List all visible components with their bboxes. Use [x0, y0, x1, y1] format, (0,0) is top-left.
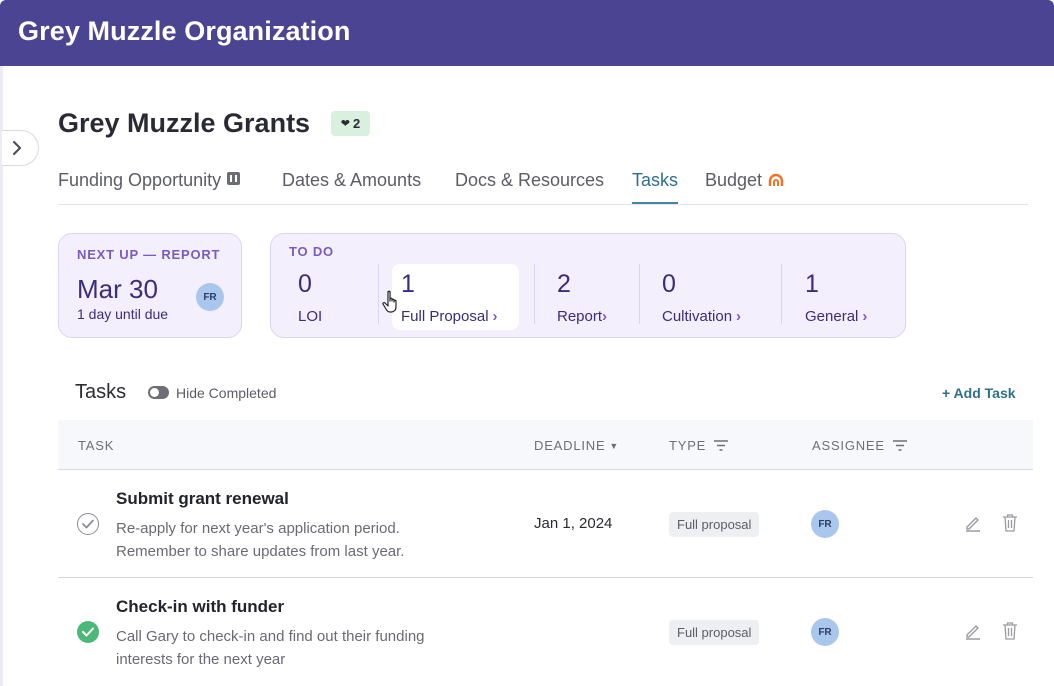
- task-deadline: Jan 1, 2024: [534, 515, 613, 532]
- todo-label: TO DO: [289, 244, 334, 259]
- todo-count: 0: [298, 270, 312, 298]
- filter-icon: [892, 440, 907, 451]
- org-header: Grey Muzzle Organization: [0, 0, 1054, 66]
- sidebar-edge: [0, 66, 3, 686]
- table-row[interactable]: Check-in with funder Call Gary to check-…: [58, 578, 1033, 686]
- divider: [639, 264, 640, 324]
- todo-card: TO DO 0 LOI 1 Full Proposal › 2 Report› 0…: [270, 233, 906, 338]
- tab-label: Budget: [705, 170, 763, 190]
- expand-sidebar-button[interactable]: [2, 130, 39, 166]
- tasks-heading: Tasks: [75, 381, 127, 403]
- task-title: Submit grant renewal: [116, 489, 289, 508]
- tab-label: Dates & Amounts: [282, 170, 422, 190]
- todo-item-general[interactable]: 1 General ›: [805, 264, 895, 330]
- todo-name: Cultivation: [662, 308, 733, 325]
- chevron-right-icon: ›: [862, 308, 868, 325]
- todo-item-report[interactable]: 2 Report›: [557, 264, 637, 330]
- sort-down-icon: ▼: [609, 441, 620, 451]
- column-type-label: TYPE: [669, 438, 707, 453]
- hide-completed-label: Hide Completed: [176, 385, 277, 401]
- chevron-right-icon: ›: [492, 308, 498, 325]
- todo-name: Full Proposal: [401, 308, 489, 325]
- check-icon: [82, 519, 94, 529]
- next-up-label: NEXT UP — REPORT: [77, 247, 221, 262]
- chevron-right-icon: [13, 141, 21, 155]
- add-task-button[interactable]: + Add Task: [942, 385, 1016, 401]
- task-description-line: Call Gary to check-in and find out their…: [116, 628, 425, 645]
- edit-icon[interactable]: [964, 622, 982, 640]
- task-description-line: interests for the next year: [116, 651, 286, 668]
- like-badge[interactable]: ❤ 2: [331, 111, 370, 136]
- divider: [781, 264, 782, 324]
- next-up-card[interactable]: NEXT UP — REPORT Mar 30 1 day until due …: [58, 233, 242, 338]
- todo-item-cultivation[interactable]: 0 Cultivation ›: [662, 264, 772, 330]
- chevron-right-icon: ›: [736, 308, 742, 325]
- tab-dates-amounts[interactable]: Dates & Amounts: [282, 170, 421, 205]
- hand-cursor-icon: [382, 290, 397, 313]
- tab-docs-resources[interactable]: Docs & Resources: [455, 170, 604, 205]
- task-status-checkbox[interactable]: [77, 621, 99, 643]
- column-assignee-label: ASSIGNEE: [812, 438, 885, 453]
- avatar: FR: [811, 618, 839, 646]
- tab-divider: [58, 204, 1028, 205]
- page-title: Grey Muzzle Grants: [58, 108, 311, 138]
- task-description-line: Re-apply for next year's application per…: [116, 520, 400, 537]
- column-task: TASK: [78, 438, 115, 453]
- task-description-line: Remember to share updates from last year…: [116, 543, 405, 560]
- todo-name: Report: [557, 308, 603, 325]
- check-icon: [82, 627, 94, 637]
- hide-completed-toggle[interactable]: [148, 386, 169, 399]
- tab-label: Docs & Resources: [455, 170, 605, 190]
- tab-tasks[interactable]: Tasks: [632, 170, 679, 205]
- todo-item-loi[interactable]: 0 LOI: [298, 264, 378, 330]
- chevron-right-icon: ›: [602, 308, 608, 325]
- grid-icon: [227, 172, 241, 185]
- table-row[interactable]: Submit grant renewal Re-apply for next y…: [58, 470, 1033, 578]
- next-up-due: 1 day until due: [77, 306, 169, 322]
- column-deadline[interactable]: DEADLINE ▼: [534, 438, 619, 453]
- tab-label: Tasks: [632, 170, 679, 190]
- heart-icon: ❤: [340, 118, 350, 130]
- task-type-badge: Full proposal: [669, 512, 760, 537]
- filter-icon: [714, 440, 729, 451]
- todo-name: General: [805, 308, 859, 325]
- todo-name: LOI: [298, 308, 323, 325]
- tab-funding-opportunity[interactable]: Funding Opportunity: [58, 170, 241, 205]
- task-description: Call Gary to check-in and find out their…: [116, 625, 496, 671]
- column-deadline-label: DEADLINE: [534, 438, 606, 453]
- budget-arc-icon: [768, 173, 784, 186]
- like-count: 2: [352, 116, 361, 131]
- divider: [378, 264, 379, 324]
- todo-count: 1: [805, 270, 819, 298]
- task-type-badge: Full proposal: [669, 620, 760, 645]
- avatar: FR: [196, 283, 224, 311]
- avatar: FR: [811, 510, 839, 538]
- todo-count: 0: [662, 270, 676, 298]
- next-up-date: Mar 30: [77, 274, 158, 304]
- task-status-checkbox[interactable]: [77, 513, 99, 535]
- tab-label: Funding Opportunity: [58, 170, 222, 190]
- trash-icon[interactable]: [1002, 513, 1018, 532]
- todo-count: 1: [401, 270, 415, 298]
- trash-icon[interactable]: [1002, 621, 1018, 640]
- divider: [534, 264, 535, 324]
- org-title: Grey Muzzle Organization: [18, 16, 351, 46]
- todo-count: 2: [557, 270, 571, 298]
- column-type[interactable]: TYPE: [669, 438, 729, 453]
- tab-budget[interactable]: Budget: [705, 170, 784, 205]
- task-title: Check-in with funder: [116, 597, 285, 616]
- table-header: TASK DEADLINE ▼ TYPE ASSIGNEE: [58, 420, 1033, 470]
- task-description: Re-apply for next year's application per…: [116, 517, 496, 563]
- edit-icon[interactable]: [964, 514, 982, 532]
- column-assignee[interactable]: ASSIGNEE: [812, 438, 907, 453]
- todo-item-full-proposal[interactable]: 1 Full Proposal ›: [392, 264, 519, 330]
